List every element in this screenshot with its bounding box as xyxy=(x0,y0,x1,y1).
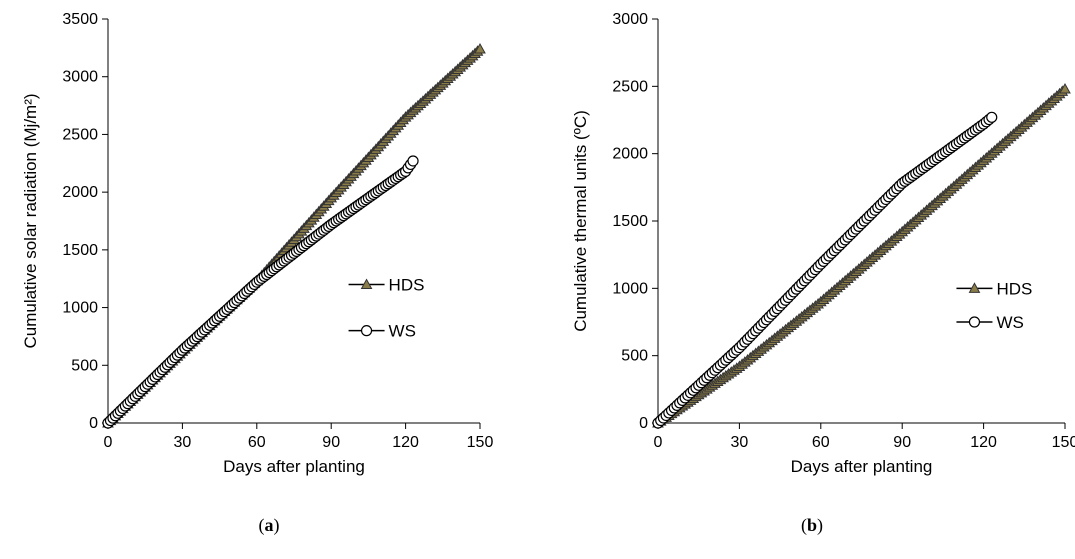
y-tick-label: 1500 xyxy=(612,213,648,230)
legend-entry-ws: WS xyxy=(956,313,1024,332)
x-axis-label: Days after planting xyxy=(791,457,933,476)
chart-panel-a: 0 500 1000 1500 2000 2500 3000 3500 0 30 60 90 120 15… xyxy=(0,0,540,554)
legend-marker xyxy=(360,325,373,337)
x-axis-label: Days after planting xyxy=(223,457,365,476)
x-tick-label: 150 xyxy=(467,434,494,451)
x-tick-label: 150 xyxy=(1052,434,1075,451)
data-point xyxy=(407,155,419,167)
caption-b: (b) xyxy=(800,515,823,535)
y-axis-label: Cumulative thermal units (ºC) xyxy=(571,110,590,332)
series-ws xyxy=(102,155,419,429)
y-tick-label: 500 xyxy=(621,348,648,365)
x-tick-label: 0 xyxy=(104,434,113,451)
y-tick-label: 1500 xyxy=(62,242,98,259)
y-tick-label: 1000 xyxy=(62,300,98,317)
x-tick-label: 30 xyxy=(731,434,749,451)
x-tick-label: 0 xyxy=(654,434,663,451)
y-tick-label: 3000 xyxy=(612,11,648,28)
y-tick-label: 0 xyxy=(639,415,648,432)
y-tick-label: 3500 xyxy=(62,11,98,28)
y-tick-label: 2500 xyxy=(612,78,648,95)
legend-entry-hds: HDS xyxy=(956,279,1032,298)
legend-entry-hds: HDS xyxy=(348,275,425,294)
chart-panel-b: 0 500 1000 1500 2000 2500 3000 0 30 60 90 120 150 Day… xyxy=(540,0,1075,554)
legend-marker xyxy=(968,282,981,293)
caption-a: (a) xyxy=(258,515,280,535)
y-tick-label: 0 xyxy=(89,415,98,432)
legend-label: WS xyxy=(996,313,1023,332)
y-axis-label: Cumulative solar radiation (Mj/m²) xyxy=(21,93,40,348)
y-tick-label: 2500 xyxy=(62,126,98,143)
data-point xyxy=(986,111,998,123)
y-tick-label: 500 xyxy=(71,357,98,374)
y-tick-label: 2000 xyxy=(62,184,98,201)
legend-label: WS xyxy=(389,322,416,341)
y-tick-label: 1000 xyxy=(612,280,648,297)
x-tick-label: 60 xyxy=(248,434,266,451)
x-tick-label: 60 xyxy=(812,434,830,451)
legend-label: HDS xyxy=(389,275,425,294)
data-point xyxy=(474,42,486,54)
chart-a: 0 500 1000 1500 2000 2500 3000 3500 0 30 60 90 120 15… xyxy=(21,11,494,476)
y-tick-label: 3000 xyxy=(62,69,98,86)
series-ws xyxy=(652,111,998,429)
x-tick-label: 120 xyxy=(392,434,419,451)
y-tick-label: 2000 xyxy=(612,146,648,163)
legend-label: HDS xyxy=(996,279,1032,298)
x-tick-label: 30 xyxy=(174,434,192,451)
data-point xyxy=(1059,82,1071,94)
legend-entry-ws: WS xyxy=(348,322,416,341)
x-tick-label: 90 xyxy=(893,434,911,451)
chart-b: 0 500 1000 1500 2000 2500 3000 0 30 60 90 120 150 Day… xyxy=(571,11,1075,476)
legend-marker xyxy=(968,316,981,328)
x-tick-label: 90 xyxy=(322,434,340,451)
legend-marker xyxy=(360,278,373,289)
x-tick-label: 120 xyxy=(970,434,997,451)
